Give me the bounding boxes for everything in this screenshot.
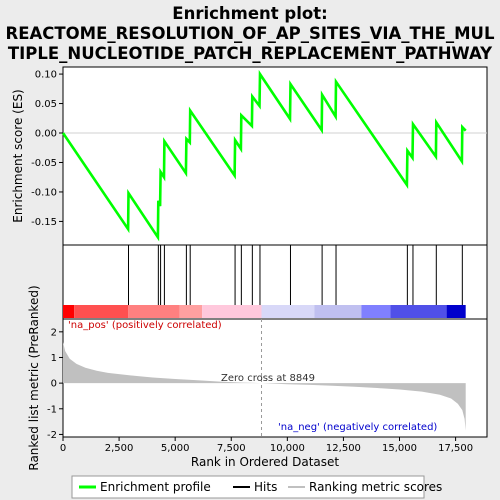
- rank-bar-segment: [446, 305, 466, 318]
- es-y-tick-label: -0.05: [31, 158, 57, 169]
- es-panel: [62, 66, 488, 246]
- es-y-axis: 0.10 0.05 0.00 -0.05 -0.10 -0.15: [31, 70, 63, 228]
- rank-bar-segment: [74, 305, 129, 318]
- es-y-tick-label: -0.15: [31, 217, 57, 228]
- rank-bar-segment: [128, 305, 180, 318]
- rank-bar-segment: [390, 305, 447, 318]
- x-tick-label: 5,000: [161, 443, 190, 454]
- rank-color-bar: [63, 305, 466, 318]
- metric-y-tick-label: 1: [51, 353, 57, 364]
- hits-marks: [128, 245, 463, 306]
- es-y-axis-label: Enrichment score (ES): [11, 89, 25, 222]
- rank-bar-segment: [179, 305, 203, 318]
- es-y-tick-label: 0.00: [35, 129, 57, 140]
- enrichment-profile-line: [61, 69, 467, 242]
- legend-hits-label: Hits: [254, 480, 277, 494]
- metric-y-tick-label: -2: [47, 430, 57, 441]
- rank-bar-segment: [63, 305, 75, 318]
- metric-y-tick-label: 0: [51, 379, 57, 390]
- legend-enrichment-label: Enrichment profile: [100, 480, 211, 494]
- x-tick-label: 17,500: [438, 443, 473, 454]
- metric-y-axis-label: Ranked list metric (PreRanked): [27, 285, 41, 470]
- plot-title-line-2: REACTOME_RESOLUTION_OF_AP_SITES_VIA_THE_…: [6, 24, 495, 43]
- negative-correlation-note: 'na_neg' (negatively correlated): [278, 422, 437, 433]
- metric-y-tick-label: -1: [47, 404, 57, 415]
- legend: Enrichment profile Hits Ranking metric s…: [71, 475, 442, 499]
- plot-title-line-3: TIPLE_NUCLEOTIDE_PATCH_REPLACEMENT_PATHW…: [8, 44, 493, 63]
- x-tick-label: 10,000: [270, 443, 305, 454]
- zero-cross-label: Zero cross at 8849: [221, 373, 315, 384]
- es-y-tick-label: 0.05: [35, 99, 57, 110]
- ranking-metric-area: [63, 342, 466, 431]
- x-tick-label: 7,500: [217, 443, 246, 454]
- metric-y-tick-label: 2: [51, 327, 57, 338]
- x-axis: 0 2,500 5,000 7,500 10,000 12,500 15,000 17,500: [60, 437, 473, 454]
- rank-bar-segment: [314, 305, 362, 318]
- x-tick-label: 2,500: [105, 443, 134, 454]
- rank-bar-segment: [361, 305, 391, 318]
- rank-bar-segment: [202, 305, 262, 318]
- metric-y-axis: 2 1 0 -1 -2: [47, 327, 63, 441]
- x-tick-label: 0: [60, 443, 66, 454]
- x-axis-label: Rank in Ordered Dataset: [191, 455, 339, 469]
- es-y-tick-label: -0.10: [31, 187, 57, 198]
- es-y-tick-label: 0.10: [35, 70, 57, 81]
- legend-metric-label: Ranking metric scores: [309, 480, 442, 494]
- rank-bar-segment: [261, 305, 315, 318]
- x-tick-label: 15,000: [382, 443, 417, 454]
- plot-title-line-1: Enrichment plot:: [172, 4, 327, 23]
- x-tick-label: 12,500: [326, 443, 361, 454]
- positive-correlation-note: 'na_pos' (positively correlated): [68, 320, 222, 331]
